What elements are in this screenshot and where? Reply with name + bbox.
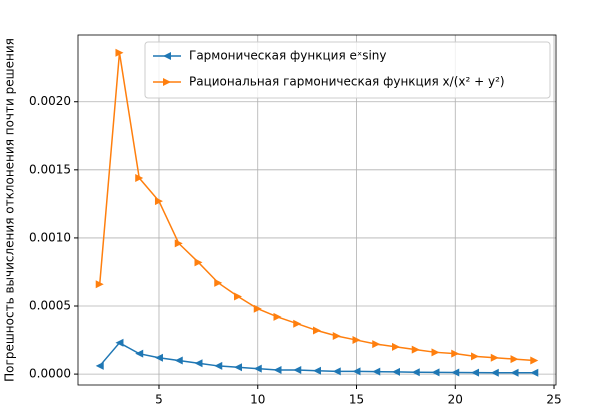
marker bbox=[135, 349, 144, 358]
marker bbox=[431, 368, 440, 377]
marker bbox=[273, 366, 282, 375]
marker bbox=[154, 197, 163, 206]
marker bbox=[135, 173, 144, 182]
marker bbox=[174, 239, 183, 248]
marker bbox=[490, 368, 499, 377]
marker bbox=[95, 280, 104, 289]
marker bbox=[115, 338, 124, 347]
marker bbox=[352, 336, 361, 345]
marker bbox=[332, 331, 341, 340]
marker bbox=[372, 340, 381, 349]
marker bbox=[352, 367, 361, 376]
marker bbox=[431, 348, 440, 357]
marker bbox=[293, 366, 302, 375]
y-tick-label: 0.0015 bbox=[29, 162, 71, 176]
marker bbox=[313, 326, 321, 335]
marker bbox=[392, 367, 401, 376]
x-tick-label: 5 bbox=[155, 393, 163, 407]
marker bbox=[392, 342, 401, 351]
marker bbox=[530, 368, 539, 377]
y-axis-label: Погрешность вычисления отклонения почти … bbox=[3, 38, 17, 382]
marker bbox=[154, 353, 163, 362]
marker bbox=[471, 368, 480, 377]
y-tick-label: 0.0020 bbox=[29, 94, 71, 108]
marker bbox=[411, 345, 420, 354]
marker bbox=[95, 361, 104, 370]
legend-label: Рациональная гармоническая функция x/(x²… bbox=[189, 75, 505, 89]
marker bbox=[115, 48, 124, 57]
marker bbox=[194, 359, 203, 368]
legend-marker bbox=[163, 52, 171, 60]
marker bbox=[174, 356, 183, 365]
y-tick-label: 0.0010 bbox=[29, 230, 71, 244]
legend-marker bbox=[163, 78, 171, 86]
plot-frame bbox=[77, 34, 557, 386]
marker bbox=[253, 304, 262, 313]
marker bbox=[471, 352, 480, 361]
y-tick-label: 0.0005 bbox=[29, 299, 71, 313]
marker bbox=[214, 278, 223, 287]
marker bbox=[451, 368, 460, 377]
marker bbox=[510, 355, 519, 364]
marker bbox=[293, 319, 302, 328]
x-tick-label: 15 bbox=[349, 393, 364, 407]
marker bbox=[233, 292, 242, 301]
marker bbox=[490, 353, 499, 362]
marker bbox=[510, 368, 519, 377]
marker bbox=[530, 356, 539, 365]
marker bbox=[451, 349, 460, 358]
marker bbox=[233, 363, 242, 372]
x-tick-label: 10 bbox=[250, 393, 265, 407]
series-line bbox=[98, 52, 535, 362]
marker bbox=[253, 364, 262, 373]
marker bbox=[194, 258, 203, 267]
series-line bbox=[99, 341, 535, 374]
x-tick-label: 25 bbox=[546, 393, 561, 407]
x-tick-label: 20 bbox=[448, 393, 463, 407]
legend-label: Гармоническая функция eˣsiny bbox=[189, 49, 387, 63]
marker bbox=[332, 367, 341, 376]
legend-box bbox=[144, 41, 551, 99]
y-tick-label: 0.0000 bbox=[29, 367, 71, 381]
marker bbox=[411, 368, 420, 377]
marker bbox=[313, 366, 321, 375]
marker bbox=[372, 367, 381, 376]
marker bbox=[273, 312, 282, 321]
marker bbox=[214, 361, 223, 370]
